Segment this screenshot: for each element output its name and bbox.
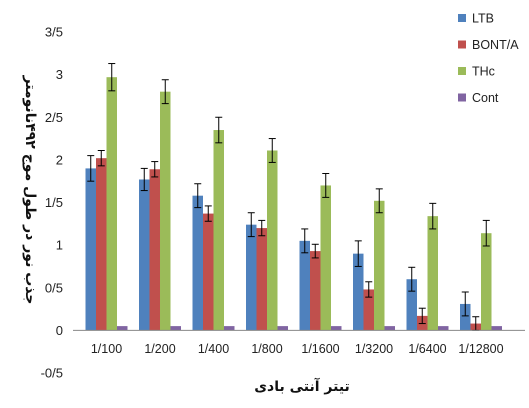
- legend-swatch: [458, 40, 466, 49]
- x-tick-label: 1/800: [251, 342, 282, 356]
- y-tick-label: 0: [56, 323, 63, 338]
- legend-swatch: [458, 14, 466, 22]
- bar-cont: [277, 326, 288, 331]
- x-tick-label: 1/12800: [458, 342, 503, 356]
- x-tick-label: 1/3200: [355, 342, 393, 356]
- bar-cont: [170, 326, 181, 331]
- x-axis-title: تیتر آنتی بادی: [254, 377, 350, 395]
- bar-thc: [267, 150, 278, 331]
- bar-ltb: [406, 279, 417, 331]
- bar-cont: [384, 326, 395, 331]
- y-axis-ticks: -0/5 0 0/5 1 1/5 2 2/5 3 3/5: [41, 25, 63, 381]
- x-tick-label: 1/6400: [408, 342, 446, 356]
- bar-cont: [331, 326, 342, 331]
- y-tick-label: 2: [56, 152, 63, 167]
- bar-ltb: [192, 195, 203, 331]
- bar-bont-a: [363, 289, 374, 331]
- bar-thc: [427, 216, 438, 331]
- bar-bont-a: [310, 251, 321, 331]
- y-tick-label: 1/5: [45, 195, 63, 210]
- bar-thc: [481, 233, 492, 331]
- x-tick-label: 1/400: [198, 342, 229, 356]
- y-tick-label: 0/5: [45, 280, 63, 295]
- bar-thc: [374, 200, 385, 331]
- legend-label: Cont: [472, 91, 499, 105]
- bar-thc: [160, 91, 171, 331]
- y-axis-title: جذب نور در طول موج ۴۹۲نانومتر: [22, 75, 38, 305]
- bar-ltb: [139, 179, 150, 331]
- legend-label: THc: [472, 65, 495, 79]
- x-tick-label: 1/100: [91, 342, 122, 356]
- bar-ltb: [460, 303, 471, 331]
- bar-ltb: [353, 253, 364, 331]
- y-tick-label: 3: [56, 67, 63, 82]
- bar-cont: [117, 326, 128, 331]
- legend-label: LTB: [472, 12, 494, 26]
- bar-bont-a: [256, 228, 267, 331]
- bar-ltb: [246, 224, 257, 331]
- y-tick-label: 1: [56, 238, 63, 253]
- y-tick-label: -0/5: [41, 366, 63, 381]
- legend-label: BONT/A: [472, 38, 519, 52]
- legend: LTB BONT/A THc Cont: [458, 12, 519, 105]
- x-axis-ticks: 1/100 1/200 1/400 1/800 1/1600 1/3200 1/6400 1/…: [91, 342, 504, 356]
- bar-thc: [320, 185, 331, 331]
- legend-swatch: [458, 67, 466, 75]
- bar-ltb: [299, 240, 310, 331]
- bar-cont: [438, 326, 449, 331]
- bar-bont-a: [96, 158, 107, 331]
- x-tick-label: 1/1600: [301, 342, 339, 356]
- bar-thc: [213, 130, 224, 331]
- bar-series: [85, 63, 502, 331]
- y-tick-label: 3/5: [45, 25, 63, 40]
- y-tick-label: 2/5: [45, 110, 63, 125]
- bar-thc: [106, 77, 117, 331]
- legend-swatch: [458, 93, 466, 102]
- bar-bont-a: [149, 169, 160, 331]
- x-tick-label: 1/200: [144, 342, 175, 356]
- bar-cont: [224, 326, 235, 331]
- bar-cont: [491, 326, 502, 331]
- bar-bont-a: [203, 213, 214, 331]
- bar-ltb: [85, 168, 96, 331]
